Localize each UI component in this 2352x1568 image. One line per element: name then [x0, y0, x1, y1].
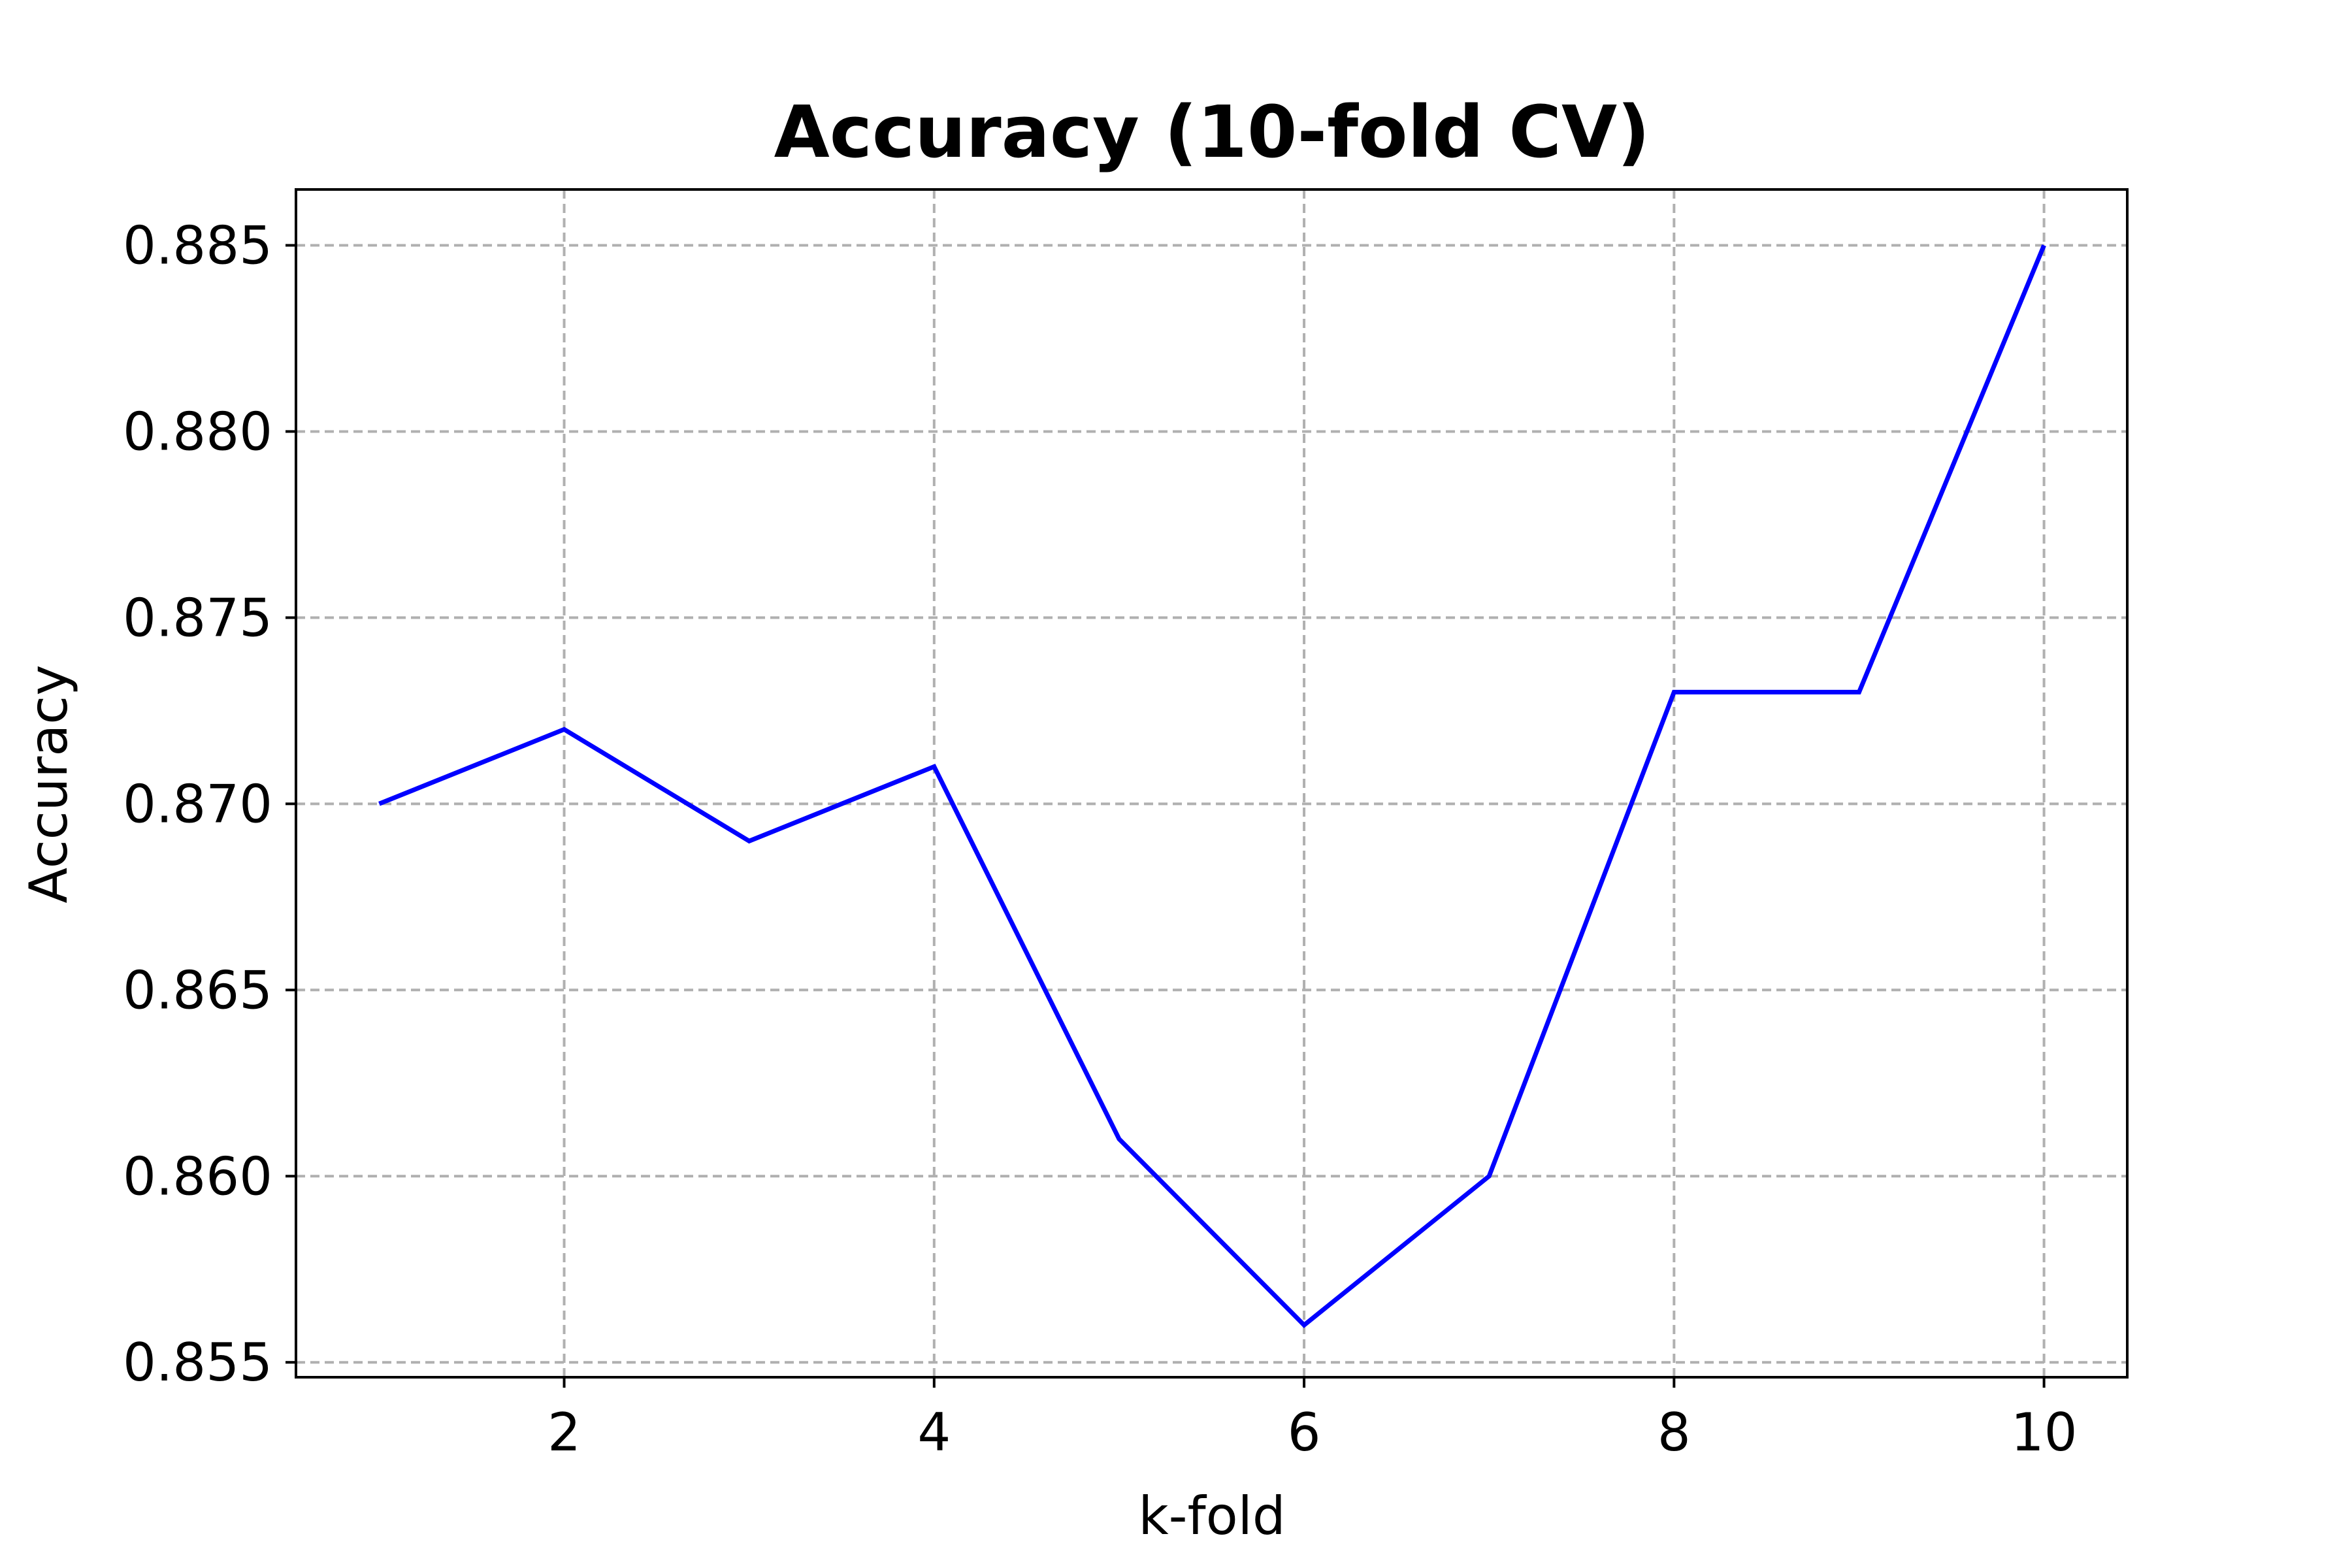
x-tick-label: 2 — [547, 1402, 581, 1463]
ticks — [286, 244, 2046, 1388]
y-tick-label: 0.885 — [123, 215, 272, 276]
y-tick-label: 0.860 — [123, 1146, 272, 1207]
x-tick-label: 8 — [1658, 1402, 1691, 1463]
x-tick-label: 6 — [1288, 1402, 1321, 1463]
series — [378, 244, 2046, 1328]
y-tick-label: 0.880 — [123, 401, 272, 462]
x-tick-label: 10 — [2011, 1402, 2078, 1463]
plot-frame — [295, 188, 2129, 1379]
y-axis-label: Accuracy — [18, 664, 79, 903]
tick-labels: 2 4 6 8 10 0.855 0.860 0.865 0.870 0.875 0.880 0.88… — [123, 215, 2078, 1463]
x-tick-label: 4 — [917, 1402, 951, 1463]
x-axis-label: k-fold — [1138, 1486, 1285, 1546]
y-tick-label: 0.870 — [123, 774, 272, 834]
y-tick-label: 0.875 — [123, 587, 272, 648]
grid — [296, 189, 2127, 1377]
y-tick-label: 0.855 — [123, 1332, 272, 1393]
series-line — [378, 244, 2046, 1328]
y-tick-label: 0.865 — [123, 960, 272, 1021]
chart-title: Accuracy (10-fold CV) — [774, 90, 1650, 174]
